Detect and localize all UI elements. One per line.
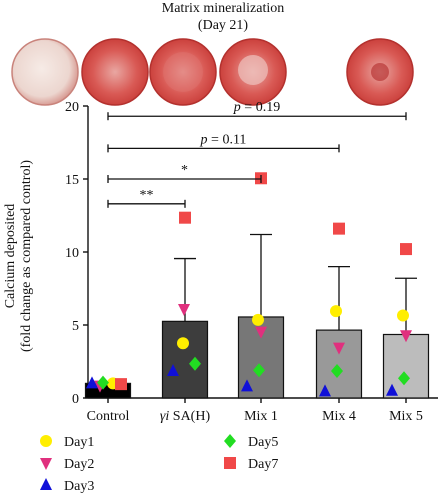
x-tick-label: Control xyxy=(87,409,130,424)
point-day1 xyxy=(40,435,52,447)
legend: Day1 Day2 Day3 Day5 Day7 xyxy=(40,434,278,494)
x-tick-label: Mix 5 xyxy=(389,409,423,424)
legend-item: Day5 xyxy=(224,434,278,450)
y-tick-label: 5 xyxy=(72,319,79,334)
point-day3 xyxy=(40,478,52,490)
y-tick-label: 15 xyxy=(65,173,79,188)
x-tick-labels: Control γi SA(H) Mix 1 Mix 4 Mix 5 xyxy=(87,409,423,424)
legend-label: Day7 xyxy=(248,457,278,472)
bar xyxy=(315,329,363,399)
point-day7 xyxy=(115,378,127,391)
point-day2 xyxy=(255,326,267,339)
point-day3 xyxy=(241,379,253,392)
y-axis-label-sub: (fold change as compared control) xyxy=(19,160,34,352)
point-day1 xyxy=(252,313,264,326)
point-day5 xyxy=(331,363,343,378)
x-tick-label: Mix 1 xyxy=(244,409,278,424)
legend-label: Day3 xyxy=(64,479,94,494)
x-tick-label: Mix 4 xyxy=(322,409,356,424)
well-center xyxy=(238,55,268,85)
point-day3 xyxy=(86,376,98,389)
well-image xyxy=(81,38,149,106)
point-day5 xyxy=(189,356,201,371)
legend-label: Day2 xyxy=(64,457,94,472)
data-points xyxy=(86,172,412,397)
significance-label: p = 0.11 xyxy=(200,132,247,147)
significance-label: p = 0.19 xyxy=(233,100,280,115)
point-day1 xyxy=(177,337,189,350)
well-center xyxy=(163,52,203,92)
legend-label: Day5 xyxy=(248,435,278,450)
well-center xyxy=(371,63,389,81)
legend-item: Day1 xyxy=(40,435,94,450)
figure-title: Matrix mineralization xyxy=(161,1,285,16)
point-day7 xyxy=(400,243,412,256)
legend-item: Day3 xyxy=(40,478,94,494)
point-day3 xyxy=(319,384,331,397)
significance-brackets: p = 0.19p = 0.11*** xyxy=(107,100,407,208)
y-tick-label: 20 xyxy=(65,100,79,115)
point-day5 xyxy=(224,434,236,448)
point-day3 xyxy=(167,363,179,376)
point-day5 xyxy=(97,375,109,390)
figure-subtitle: (Day 21) xyxy=(197,18,249,33)
point-day7 xyxy=(224,457,236,469)
point-day3 xyxy=(386,383,398,396)
point-day1 xyxy=(397,309,409,322)
x-tick-label: γi SA(H) xyxy=(160,409,211,424)
legend-label: Day1 xyxy=(64,435,94,450)
point-day2 xyxy=(178,303,190,316)
legend-item: Day7 xyxy=(224,457,278,472)
point-day5 xyxy=(398,371,410,386)
point-day2 xyxy=(333,342,345,355)
well-image xyxy=(11,38,79,106)
point-day7 xyxy=(333,222,345,235)
significance-label: ** xyxy=(140,188,154,203)
y-tick-label: 10 xyxy=(65,246,79,261)
point-day1 xyxy=(330,305,342,318)
y-tick-label: 0 xyxy=(72,392,79,407)
point-day7 xyxy=(179,211,191,224)
y-axis-label: Calcium deposited xyxy=(3,204,18,309)
point-day2 xyxy=(400,330,412,343)
legend-item: Day2 xyxy=(40,457,94,472)
point-day2 xyxy=(40,458,52,470)
bar xyxy=(161,320,209,399)
well-images xyxy=(11,38,414,106)
significance-label: * xyxy=(181,163,188,178)
point-day5 xyxy=(253,363,265,378)
y-axis-label-group: Calcium deposited (fold change as compare… xyxy=(3,160,34,352)
